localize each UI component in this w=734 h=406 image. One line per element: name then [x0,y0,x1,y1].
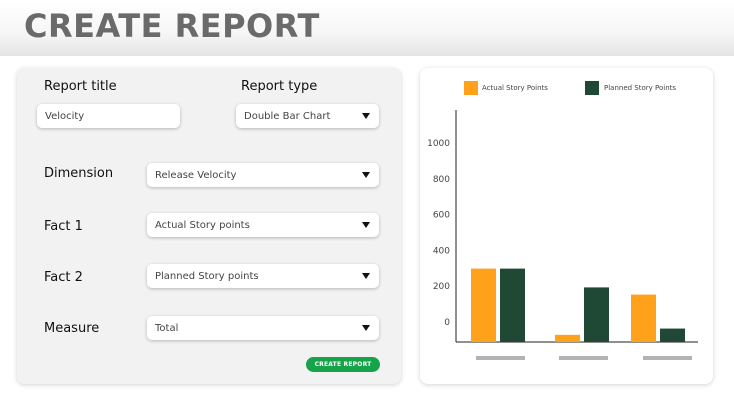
dimension-value: Release Velocity [155,169,237,181]
report-type-value: Double Bar Chart [244,110,331,122]
fact1-select[interactable]: Actual Story points [147,213,379,237]
bar-planned-2 [584,287,609,342]
dimension-select[interactable]: Release Velocity [147,163,379,187]
bar-actual-1 [471,268,496,342]
fact1-label: Fact 1 [44,219,83,234]
fact2-value: Planned Story points [155,270,259,282]
fact2-label: Fact 2 [44,270,83,285]
report-title-input[interactable]: Velocity [37,104,180,128]
measure-select[interactable]: Total [147,316,379,340]
measure-value: Total [155,322,179,334]
bar-actual-3 [631,294,656,342]
x-category-placeholder [559,356,608,360]
bar-actual-2 [555,334,580,342]
legend-label-actual: Actual Story Points [482,84,548,92]
x-category-placeholder [643,356,692,360]
legend-swatch-actual [464,81,478,95]
chevron-down-icon [362,113,370,119]
y-tick-label: 0 [444,318,450,328]
report-title-label: Report title [44,79,117,94]
x-category-placeholder [476,356,525,360]
page-title: CREATE REPORT [24,7,320,45]
y-tick-label: 400 [433,246,450,256]
measure-label: Measure [44,321,100,336]
chevron-down-icon [362,222,370,228]
fact2-select[interactable]: Planned Story points [147,264,379,288]
bar-planned-3 [660,328,685,342]
chevron-down-icon [362,325,370,331]
legend-label-planned: Planned Story Points [604,84,677,92]
y-tick-label: 800 [433,175,450,185]
chevron-down-icon [362,273,370,279]
y-tick-label: 200 [433,282,450,292]
report-type-select[interactable]: Double Bar Chart [236,104,379,128]
y-tick-label: 600 [433,211,450,221]
y-tick-label: 1000 [427,139,450,149]
report-type-label: Report type [241,79,318,94]
bar-planned-1 [500,268,525,342]
dimension-label: Dimension [44,166,114,181]
header-bar: CREATE REPORT [0,0,734,56]
chevron-down-icon [362,172,370,178]
fact1-value: Actual Story points [155,219,250,231]
legend-swatch-planned [585,81,599,95]
create-report-button[interactable]: CREATE REPORT [306,357,380,372]
